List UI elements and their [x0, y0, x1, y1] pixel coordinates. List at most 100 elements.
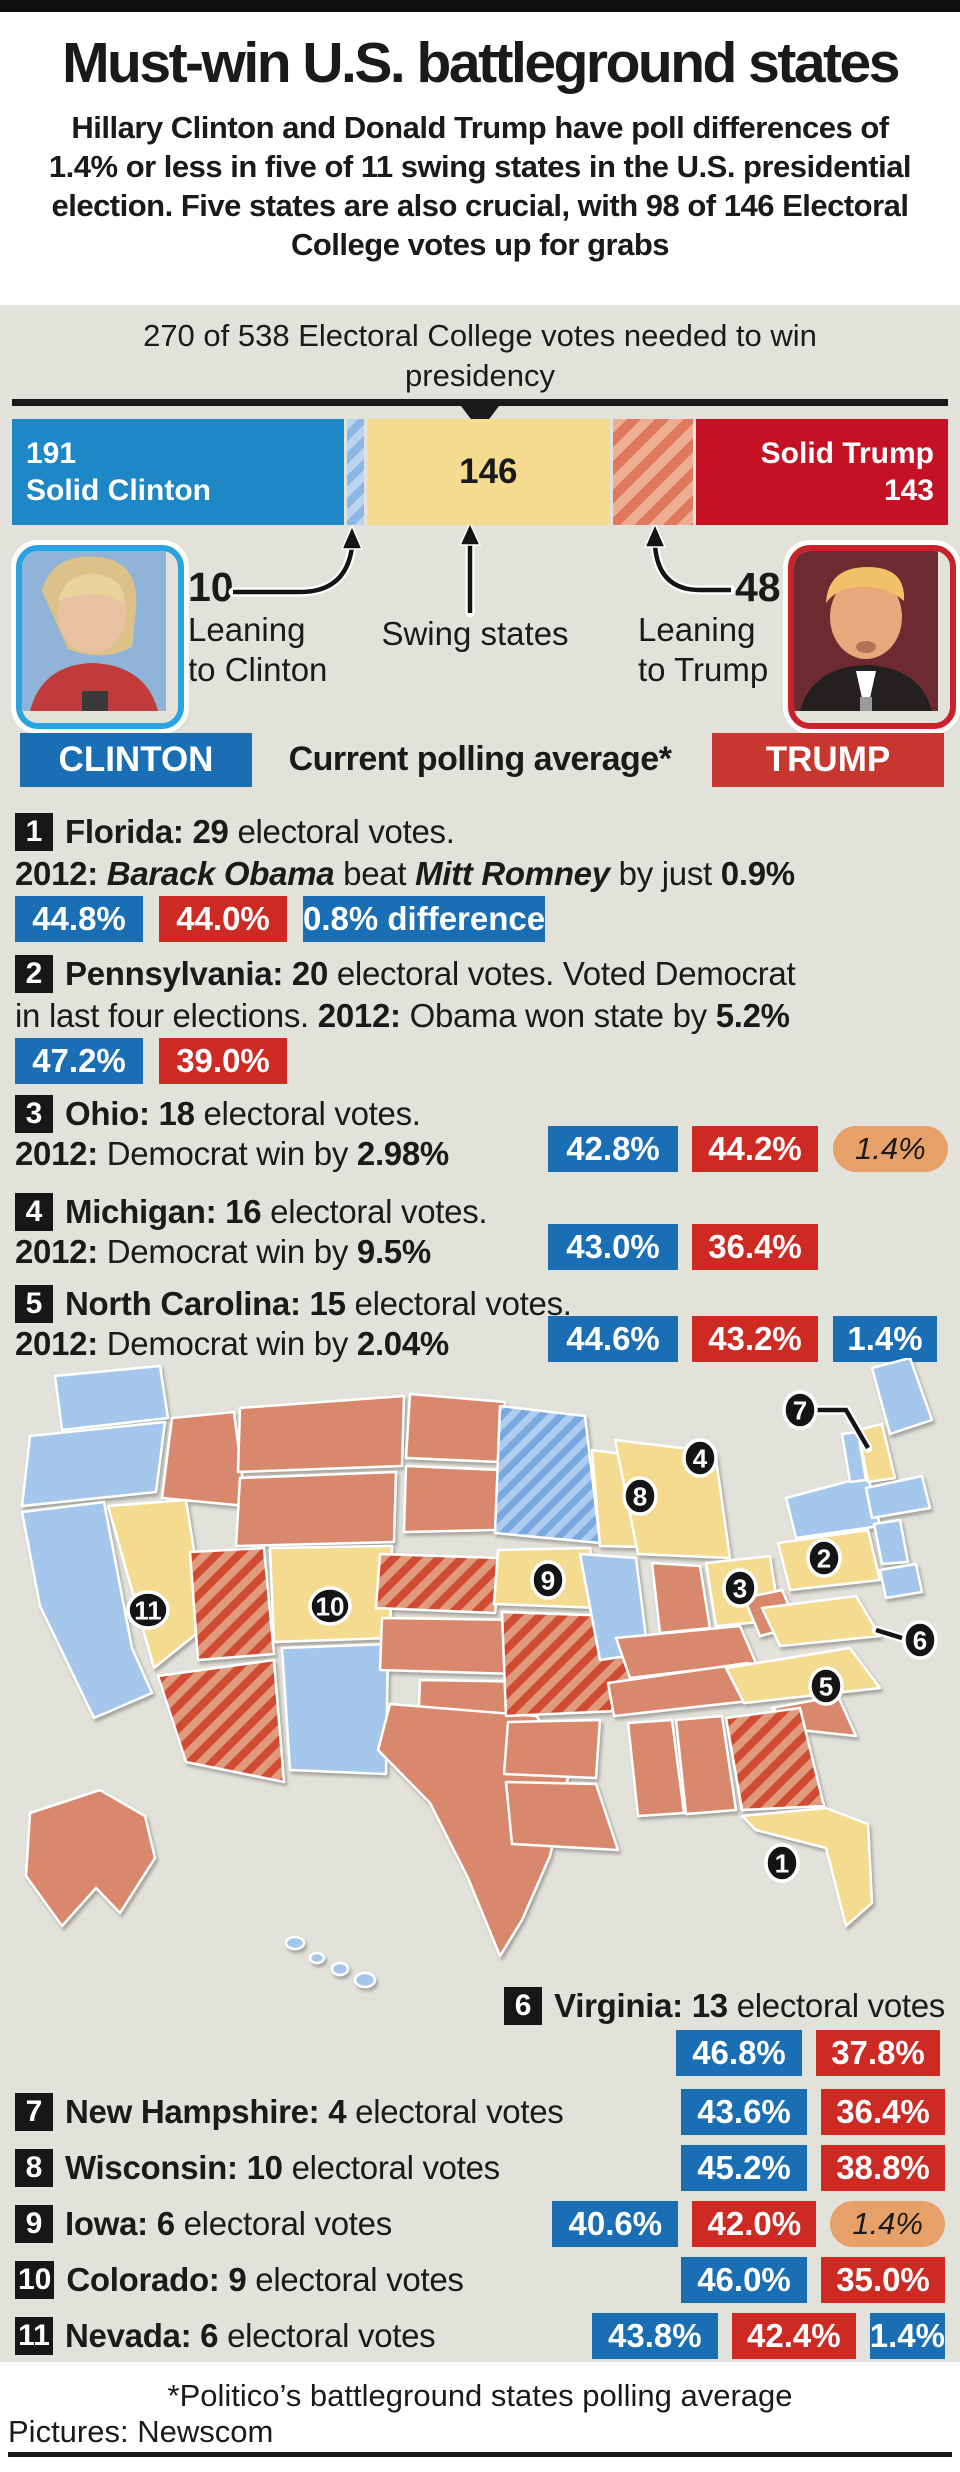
trump-poll-badge: 44.2%	[692, 1126, 818, 1172]
state-row-1-line1: 1 Florida: 29 electoral votes.	[15, 812, 455, 852]
clinton-poll-badge: 46.8%	[676, 2030, 802, 2076]
trump-poll-badge: 35.0%	[821, 2257, 945, 2303]
state-row-5-line1: 5 North Carolina: 15 electoral votes.	[15, 1284, 572, 1324]
state-WY	[234, 1470, 398, 1548]
text-segment: electoral votes.	[345, 1285, 572, 1322]
state-number-badge: 9	[15, 2205, 53, 2243]
text-segment: Obama won state by	[400, 997, 716, 1034]
polling-average-label: Current polling average*	[288, 740, 672, 778]
state-history: 2012: Democrat win by 2.04%	[15, 1324, 449, 1364]
state-row-badges: 46.0% 35.0%	[681, 2257, 945, 2303]
state-row-5-line2: 2012: Democrat win by 2.04%	[15, 1324, 449, 1364]
text-segment: Democrat win by	[97, 1135, 357, 1172]
state-headline: Ohio: 18 electoral votes.	[65, 1094, 421, 1134]
electoral-needed-note: 270 of 538 Electoral College votes neede…	[143, 318, 817, 393]
state-CA	[20, 1500, 154, 1720]
state-MN	[493, 1404, 602, 1545]
state-OR	[20, 1420, 167, 1508]
text-segment: electoral votes.	[261, 1193, 488, 1230]
text-segment: electoral votes. Voted Democrat	[328, 955, 796, 992]
state-MT	[236, 1394, 406, 1474]
text-segment: Michigan: 16	[65, 1193, 262, 1230]
clinton-poll-badge: 43.6%	[681, 2089, 807, 2135]
trump-poll-badge: 42.4%	[731, 2313, 856, 2359]
text-segment: Democrat win by	[97, 1233, 357, 1270]
state-MS	[626, 1718, 686, 1818]
clinton-poll-badge: 47.2%	[15, 1038, 143, 1084]
state-ME	[870, 1358, 934, 1436]
state-AR	[502, 1718, 602, 1780]
text-segment: electoral votes	[218, 2317, 436, 2354]
clinton-poll-badge: 40.6%	[552, 2201, 679, 2247]
state-headline: New Hampshire: 4 electoral votes	[65, 2092, 564, 2132]
source-note: *Politico’s battleground states polling …	[167, 2378, 793, 2413]
state-history: 2012: Barack Obama beat Mitt Romney by j…	[15, 854, 795, 894]
state-row-3-line2: 2012: Democrat win by 2.98%	[15, 1134, 449, 1174]
lean-clinton-label: Leaning to Clinton	[188, 611, 328, 688]
clinton-portrait-icon	[22, 551, 166, 711]
lean-trump-label: Leaning to Trump	[638, 611, 769, 688]
map-marker-2-PA: 2	[806, 1538, 842, 1578]
state-VA	[760, 1594, 882, 1648]
bar-segment-label: Solid Clinton	[26, 474, 211, 507]
trump-legend-box: TRUMP	[712, 733, 944, 787]
text-segment: Mitt Romney	[415, 855, 610, 892]
trump-poll-badge: 42.0%	[692, 2201, 817, 2247]
state-LA	[504, 1780, 620, 1852]
state-headline: North Carolina: 15 electoral votes.	[65, 1284, 572, 1324]
footer-rule	[8, 2452, 952, 2457]
state-row-badges: 43.8% 42.4% 1.4%	[591, 2313, 945, 2359]
text-segment: 0.9%	[720, 855, 795, 892]
text-segment: 2012:	[15, 855, 107, 892]
arrowhead-lean-clinton	[340, 525, 364, 550]
picture-credit: Pictures: Newscom	[8, 2414, 274, 2449]
footer-block: *Politico’s battleground states polling …	[0, 2362, 960, 2472]
state-row-badges: 43.6% 36.4%	[681, 2089, 945, 2135]
clinton-poll-badge: 44.8%	[15, 896, 143, 942]
text-segment: 9.5%	[356, 1233, 431, 1270]
bar-segment-label: 143	[883, 474, 934, 507]
state-row-badges: 45.2% 38.8%	[681, 2145, 945, 2191]
trump-poll-badge: 39.0%	[159, 1038, 287, 1084]
svg-text:4: 4	[693, 1443, 708, 1473]
state-FL	[740, 1806, 874, 1928]
trump-poll-badge: 38.8%	[821, 2145, 945, 2191]
state-HI-2	[330, 1961, 350, 1977]
electoral-college-bar: 191 Solid Clinton 146 Solid Trump 143	[12, 419, 948, 525]
difference-pill: 1.4%	[869, 2313, 945, 2359]
state-NM	[280, 1642, 390, 1776]
lean-trump-value: 48	[735, 564, 781, 610]
bar-segment-lean-trump	[612, 419, 693, 525]
trump-portrait-icon	[794, 551, 938, 711]
bar-segment-swing: 146	[366, 419, 610, 525]
state-row-2-badges: 47.2% 39.0%	[15, 1038, 287, 1084]
state-row-badges: 40.6% 42.0% 1.4%	[552, 2201, 945, 2247]
clinton-photo	[16, 545, 184, 729]
state-headline: Virginia: 13 electoral votes	[554, 1986, 945, 2026]
state-row-1-line2: 2012: Barack Obama beat Mitt Romney by j…	[15, 854, 795, 894]
top-black-bar	[0, 0, 960, 12]
state-VT	[840, 1430, 868, 1484]
svg-text:10: 10	[316, 1591, 345, 1621]
svg-text:3: 3	[733, 1573, 747, 1603]
text-segment: Wisconsin: 10	[65, 2149, 283, 2186]
state-WA	[53, 1364, 170, 1432]
state-row-4-line1: 4 Michigan: 16 electoral votes.	[15, 1192, 488, 1232]
text-segment: Pennsylvania: 20	[65, 955, 329, 992]
state-row-left: 11 Nevada: 6 electoral votes	[15, 2316, 436, 2356]
leader-virginia	[875, 1627, 903, 1641]
leader-new-hampshire	[816, 1407, 870, 1450]
text-segment: electoral votes.	[194, 1095, 421, 1132]
state-row-4-line2: 2012: Democrat win by 9.5%	[15, 1232, 431, 1272]
text-segment: 2012:	[15, 1325, 98, 1362]
state-row-11: 11 Nevada: 6 electoral votes 43.8% 42.4% 1.4…	[15, 2312, 945, 2360]
state-row-6-line1: 6 Virginia: 13 electoral votes	[504, 1986, 945, 2026]
bar-segment-lean-clinton	[347, 419, 364, 525]
map-marker-7-NH: 7	[782, 1390, 818, 1430]
clinton-legend-box: CLINTON	[20, 733, 252, 787]
difference-pill: 0.8% difference	[303, 896, 546, 942]
svg-text:7: 7	[793, 1395, 807, 1425]
text-segment: 2.98%	[356, 1135, 449, 1172]
state-NY	[784, 1474, 882, 1540]
